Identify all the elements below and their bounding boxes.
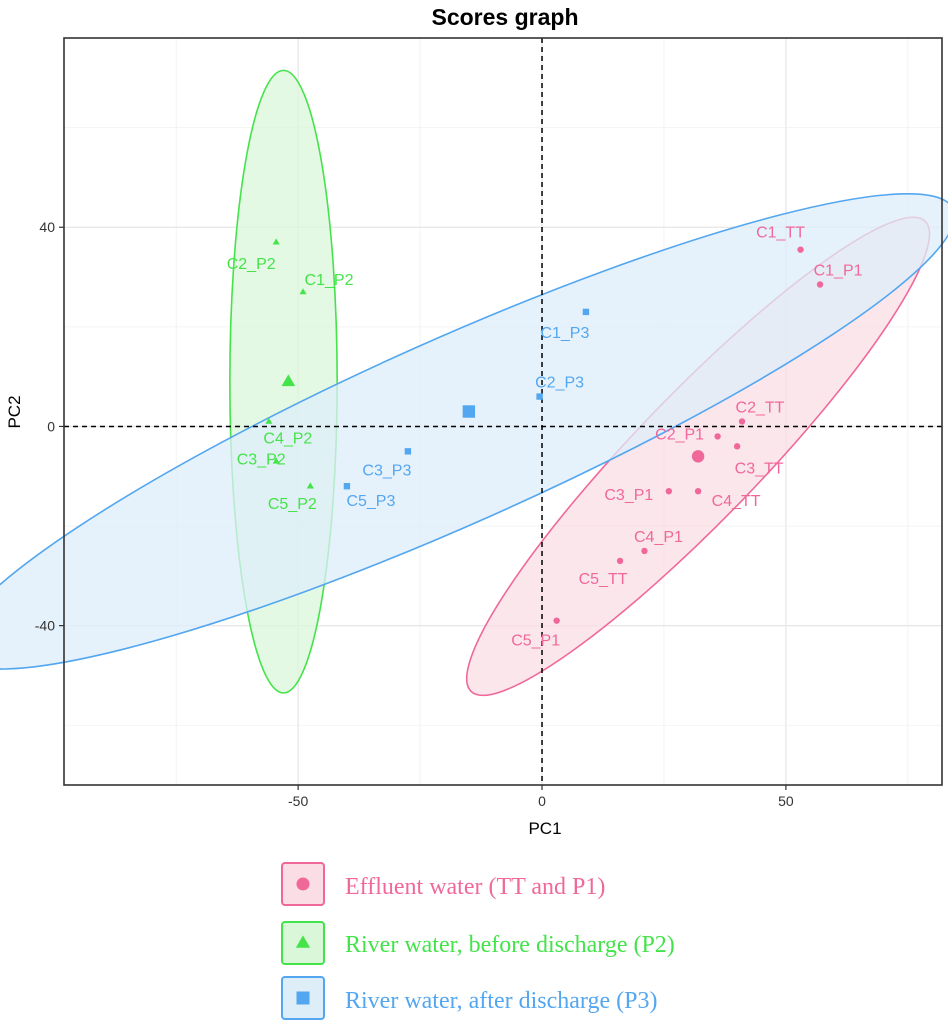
label-c2-tt: C2_TT (736, 399, 785, 416)
label-c3-p2: C3_P2 (237, 451, 286, 468)
point-c2-p1 (714, 433, 721, 440)
label-c4-tt: C4_TT (712, 493, 761, 510)
point-c4-p1 (641, 547, 648, 555)
point-c1-p1 (816, 281, 824, 288)
point-c3-tt (733, 443, 741, 450)
chart-title: Scores graph (432, 4, 579, 30)
point-c2-p3 (536, 393, 543, 400)
data-points (265, 238, 824, 624)
centroid-river-water-after-discharge-p3 (462, 405, 476, 418)
legend-label-before-discharge: River water, before discharge (P2) (345, 932, 675, 958)
x-tick-label: 0 (538, 793, 546, 809)
circle-icon (296, 877, 310, 891)
point-c1-tt (797, 246, 804, 253)
y-tick-label: 0 (47, 418, 55, 434)
point-c3-p3 (404, 448, 412, 455)
legend-marker-triangle (295, 935, 311, 948)
x-tick-label: -50 (288, 793, 308, 809)
label-c3-tt: C3_TT (735, 460, 784, 477)
legend-item-after-discharge: River water, after discharge (P3) (281, 976, 657, 1020)
legend-item-before-discharge: River water, before discharge (P2) (281, 921, 675, 965)
point-labels: C1_TT C1_P1 C2_TT C2_P1 C3_TT C3_P1 C4_TT C4_P1… (227, 225, 863, 650)
label-c5-p2: C5_P2 (268, 496, 317, 513)
label-c4-p1: C4_P1 (634, 529, 683, 546)
point-c5-p2 (306, 482, 314, 489)
label-c1-p2: C1_P2 (305, 272, 354, 289)
point-c4-p2 (265, 417, 273, 424)
label-c5-tt: C5_TT (579, 571, 628, 588)
x-axis-label: PC1 (528, 819, 561, 838)
label-c4-p2: C4_P2 (263, 430, 312, 447)
legend-marker-square (296, 991, 310, 1005)
label-c2-p3: C2_P3 (535, 375, 584, 392)
label-c2-p1: C2_P1 (655, 426, 704, 443)
square-icon (296, 991, 310, 1005)
label-c5-p1: C5_P1 (511, 633, 560, 650)
legend: Effluent water (TT and P1) River water, … (281, 862, 675, 1020)
point-c2-tt (738, 418, 746, 425)
reference-lines (64, 38, 942, 785)
legend-marker-circle (296, 877, 310, 891)
point-c4-tt (694, 487, 702, 495)
legend-item-effluent: Effluent water (TT and P1) (281, 862, 605, 906)
point-c3-p1 (665, 487, 673, 495)
label-c3-p1: C3_P1 (604, 487, 653, 504)
point-c5-tt (616, 557, 624, 565)
point-c3-p2 (272, 457, 280, 464)
axes: -50 0 50 -40 0 40 (35, 37, 943, 809)
label-c3-p3: C3_P3 (362, 462, 411, 479)
point-c5-p3 (343, 483, 351, 490)
y-tick-label: -40 (35, 618, 55, 634)
y-axis-label: PC2 (5, 395, 24, 428)
plot-border (63, 37, 943, 786)
point-c1-p2 (299, 288, 307, 295)
ellipse-river-water-after-discharge-p3 (0, 193, 948, 670)
centroid-river-water-before-discharge-p2 (281, 374, 296, 387)
point-c5-p1 (553, 617, 560, 624)
triangle-icon (295, 935, 311, 948)
legend-label-effluent: Effluent water (TT and P1) (345, 874, 605, 900)
label-c2-p2: C2_P2 (227, 256, 276, 273)
legend-label-after-discharge: River water, after discharge (P3) (345, 988, 657, 1014)
label-c1-p1: C1_P1 (814, 263, 863, 280)
label-c1-p3: C1_P3 (540, 325, 589, 342)
point-c2-p2 (272, 238, 280, 245)
label-c1-tt: C1_TT (756, 225, 805, 242)
label-c5-p3: C5_P3 (346, 493, 395, 510)
y-tick-label: 40 (39, 219, 55, 235)
point-c1-p3 (582, 308, 590, 316)
centroid-effluent-water-tt-and-p1 (691, 450, 705, 463)
x-tick-label: 50 (778, 793, 794, 809)
